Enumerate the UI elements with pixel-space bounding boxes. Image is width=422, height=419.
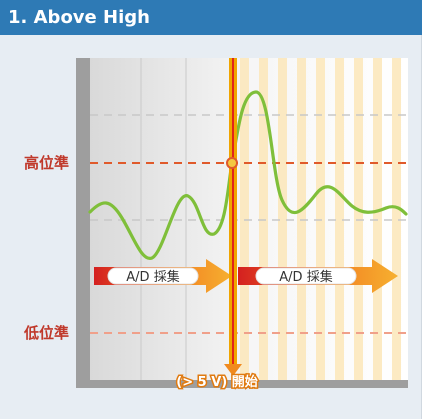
high-level-label: 高位準 <box>24 154 69 172</box>
ad-label-post: A/D 採集 <box>279 269 332 285</box>
ad-arrow-post: A/D 採集 <box>238 259 398 293</box>
ad-label-pre: A/D 採集 <box>126 269 179 285</box>
title-bar: 1. Above High <box>0 0 422 35</box>
sampling-stripe <box>259 58 268 380</box>
low-level-label: 低位準 <box>23 324 69 342</box>
ad-label-pill-pre <box>107 267 199 285</box>
trigger-arrowhead <box>224 364 242 376</box>
trigger-point <box>226 157 238 169</box>
sampling-stripe <box>278 58 287 380</box>
plot-frame-bottom <box>76 380 408 388</box>
sampling-stripe <box>316 58 325 380</box>
plot-frame-left <box>76 58 90 386</box>
sampling-stripe <box>373 58 382 380</box>
sampling-stripes <box>240 58 401 380</box>
sampling-stripe <box>297 58 306 380</box>
trigger-label: (> 5 V) 開始 <box>176 374 257 390</box>
sampling-stripe <box>240 58 249 380</box>
sampling-stripe <box>392 58 401 380</box>
signal-waveform <box>88 90 408 260</box>
ad-label-pill-post <box>255 267 357 285</box>
ad-arrow-pre: A/D 採集 <box>94 259 232 293</box>
sampling-stripe <box>354 58 363 380</box>
grid-lines <box>140 58 187 380</box>
sampling-stripe <box>335 58 344 380</box>
